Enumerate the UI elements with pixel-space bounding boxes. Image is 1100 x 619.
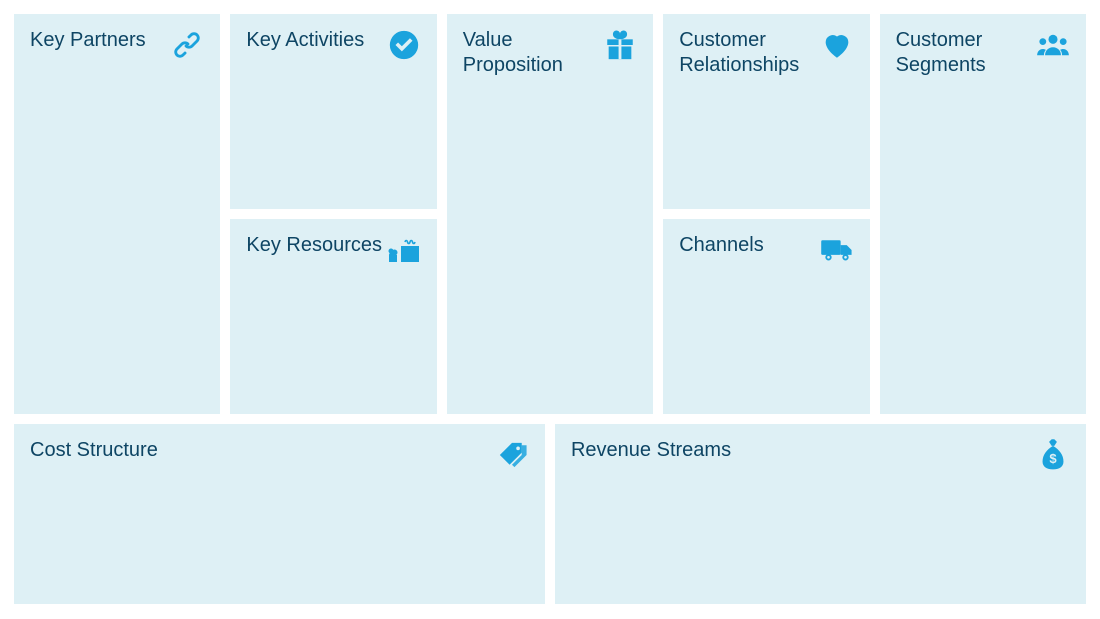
heart-icon	[820, 28, 854, 62]
truck-icon	[820, 233, 854, 267]
block-header: Channels	[679, 233, 853, 267]
block-title: Revenue Streams	[571, 438, 731, 463]
business-model-canvas: Key Partners Key Activities Key Resource…	[0, 0, 1100, 619]
link-icon	[170, 28, 204, 62]
block-cost-structure: Cost Structure	[14, 424, 545, 604]
block-header: Key Activities	[246, 28, 420, 62]
block-title: Customer Relationships	[679, 28, 819, 78]
block-key-partners: Key Partners	[14, 14, 220, 414]
block-title: Key Partners	[30, 28, 146, 53]
block-title: Channels	[679, 233, 764, 258]
block-value-proposition: Value Proposition	[447, 14, 653, 414]
block-header: Cost Structure	[30, 438, 529, 472]
block-title: Key Resources	[246, 233, 382, 258]
tags-icon	[495, 438, 529, 472]
block-header: Value Proposition	[463, 28, 637, 78]
block-header: Key Partners	[30, 28, 204, 62]
block-revenue-streams: Revenue Streams $	[555, 424, 1086, 604]
block-customer-segments: Customer Segments	[880, 14, 1086, 414]
block-header: Key Resources	[246, 233, 420, 267]
block-header: Customer Segments	[896, 28, 1070, 78]
block-header: Revenue Streams $	[571, 438, 1070, 472]
gift-icon	[603, 28, 637, 62]
block-title: Customer Segments	[896, 28, 1036, 78]
block-key-resources: Key Resources	[230, 219, 436, 414]
block-title: Key Activities	[246, 28, 364, 53]
money-bag-icon: $	[1036, 438, 1070, 472]
svg-text:$: $	[1049, 451, 1057, 466]
block-title: Cost Structure	[30, 438, 158, 463]
block-key-activities: Key Activities	[230, 14, 436, 209]
users-icon	[1036, 28, 1070, 62]
factory-icon	[387, 233, 421, 267]
block-channels: Channels	[663, 219, 869, 414]
check-circle-icon	[387, 28, 421, 62]
block-header: Customer Relationships	[679, 28, 853, 78]
block-customer-relationships: Customer Relationships	[663, 14, 869, 209]
block-title: Value Proposition	[463, 28, 603, 78]
